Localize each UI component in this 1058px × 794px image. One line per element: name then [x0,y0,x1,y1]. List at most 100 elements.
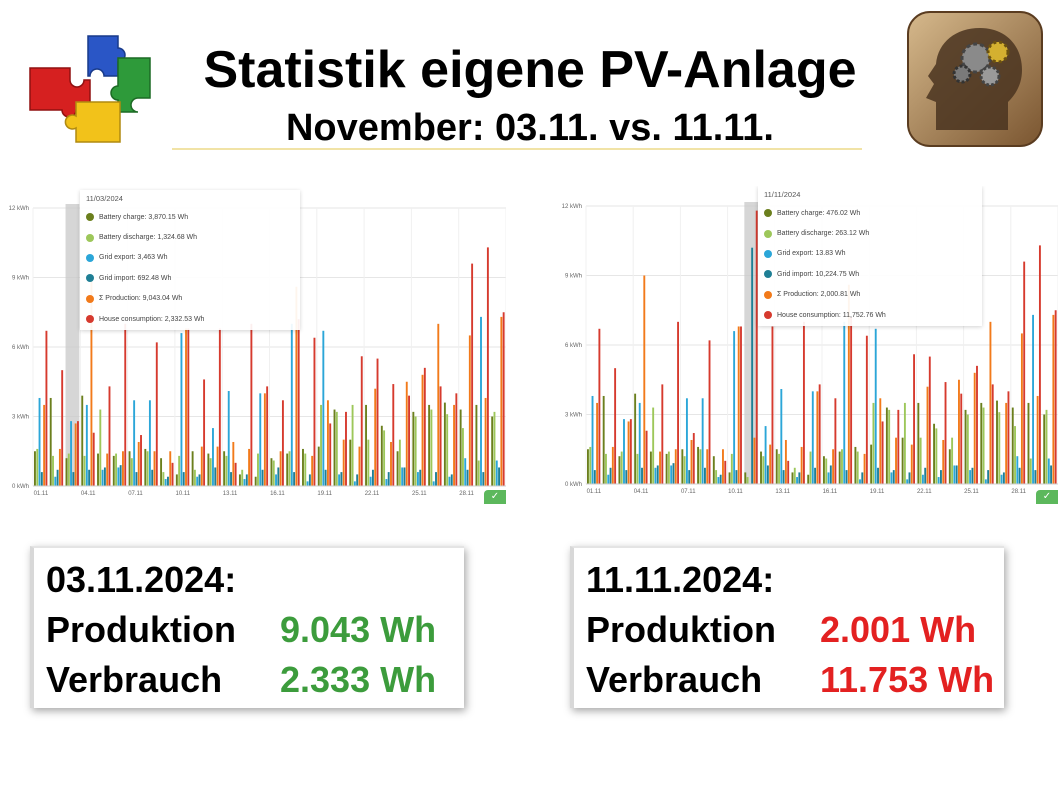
bar-grid-import [324,469,327,486]
bar-grid-import [371,469,374,486]
bar-battery-charge [760,451,762,484]
bar-battery-discharge [288,451,291,486]
bar-house-consumption [187,328,190,486]
x-tick-label: 10.11 [728,489,743,495]
bar-battery-discharge [683,456,686,484]
bar-grid-export [1047,458,1050,484]
bar-grid-export [212,428,214,486]
check-icon[interactable]: ✓ [484,490,506,504]
bar-production [659,451,661,484]
x-tick-label: 22.11 [917,489,932,495]
bar-battery-discharge [998,412,1001,484]
bar-house-consumption [913,354,915,484]
summary-box-right: 11.11.2024: Produktion 2.001 Wh Verbrauc… [570,546,1004,708]
bar-battery-discharge [620,451,623,484]
x-tick-label: 01.11 [587,489,602,495]
bar-grid-import [688,470,691,484]
bar-house-consumption [850,317,853,484]
bar-grid-export [180,333,183,486]
bar-grid-export [164,479,167,486]
bar-grid-import [845,470,848,484]
bar-production [390,441,392,486]
bar-grid-export [196,476,199,486]
bar-battery-charge [885,407,888,484]
production-value: 9.043 Wh [280,609,437,650]
bar-production [122,451,124,486]
bar-battery-charge [238,474,241,486]
bar-production [153,451,156,486]
y-tick-label: 6 kWh [565,343,582,349]
bar-battery-discharge [746,477,749,484]
x-tick-label: 28.11 [459,491,474,497]
bar-production [627,421,630,484]
bar-battery-discharge [146,451,149,486]
bar-battery-discharge [589,446,592,484]
bar-battery-charge [254,476,257,486]
bar-house-consumption [865,335,868,484]
bar-battery-discharge [304,453,307,486]
bar-production [169,451,172,486]
bar-production [437,323,440,486]
x-tick-label: 10.11 [175,491,190,497]
bar-house-consumption [124,323,127,486]
bar-grid-export [85,404,88,486]
bar-house-consumption [423,367,426,486]
bar-grid-export [1032,314,1034,484]
bar-production [232,441,235,486]
bar-grid-export [890,472,893,484]
bar-battery-discharge [951,437,954,484]
y-tick-label: 0 kWh [565,482,582,488]
bar-grid-import [182,472,185,486]
bar-production [74,423,77,486]
bar-battery-charge [34,451,36,486]
bar-battery-discharge [1014,426,1016,484]
bar-grid-import [798,472,801,484]
bar-grid-export [432,481,435,486]
energy-chart-right: 0 kWh 3 kWh 6 kWh 9 kWh 12 kWh 01.11 04.11 07.1… [553,186,1058,504]
bar-house-consumption [313,337,316,486]
bar-grid-export [133,400,136,486]
x-tick-label: 13.11 [775,489,790,495]
bar-house-consumption [976,365,978,484]
chart-tooltip-right: 11/11/2024 Battery charge: 476.02 Wh Bat… [758,186,982,326]
bar-battery-discharge [667,451,670,484]
production-label: Produktion [46,609,236,650]
bar-grid-import [198,474,201,486]
bar-battery-charge [728,472,731,484]
bar-production [326,400,329,486]
bar-house-consumption [266,386,269,486]
bar-grid-import [829,465,832,484]
bar-production [958,379,960,484]
bar-battery-charge [744,472,747,484]
tooltip-date: 11/11/2024 [764,190,801,199]
tooltip-row-house-consumption: House consumption: 11,752.76 Wh [764,305,976,325]
bar-grid-import [735,470,738,484]
bar-battery-discharge [193,469,196,486]
bar-house-consumption [155,342,158,486]
x-tick-label: 28.11 [1011,489,1026,495]
check-icon[interactable]: ✓ [1036,490,1058,504]
bar-production [706,449,709,484]
consumption-value: 2.333 Wh [280,659,437,700]
bar-production [879,398,882,484]
bar-house-consumption [329,423,332,486]
bar-production [1005,402,1008,484]
bar-battery-discharge [272,460,275,486]
energy-chart-left: 0 kWh 3 kWh 6 kWh 9 kWh 12 kWh 01.11 04.11 07.1… [0,186,506,504]
bar-grid-export [969,470,972,484]
bar-grid-export [827,472,830,484]
bar-grid-export [38,397,41,486]
bar-battery-discharge [461,428,464,486]
consumption-label: Verbrauch [46,659,223,700]
bar-grid-import [656,465,659,484]
bar-production [106,453,109,486]
bar-house-consumption [755,210,758,484]
bar-production [263,393,266,486]
bar-production [295,286,298,486]
x-tick-label: 04.11 [634,489,649,495]
page-title: Statistik eigene PV-Anlage [203,41,857,99]
bar-battery-discharge [935,428,938,484]
bar-battery-charge [380,425,383,486]
bar-production [847,284,850,484]
bar-house-consumption [45,330,48,486]
